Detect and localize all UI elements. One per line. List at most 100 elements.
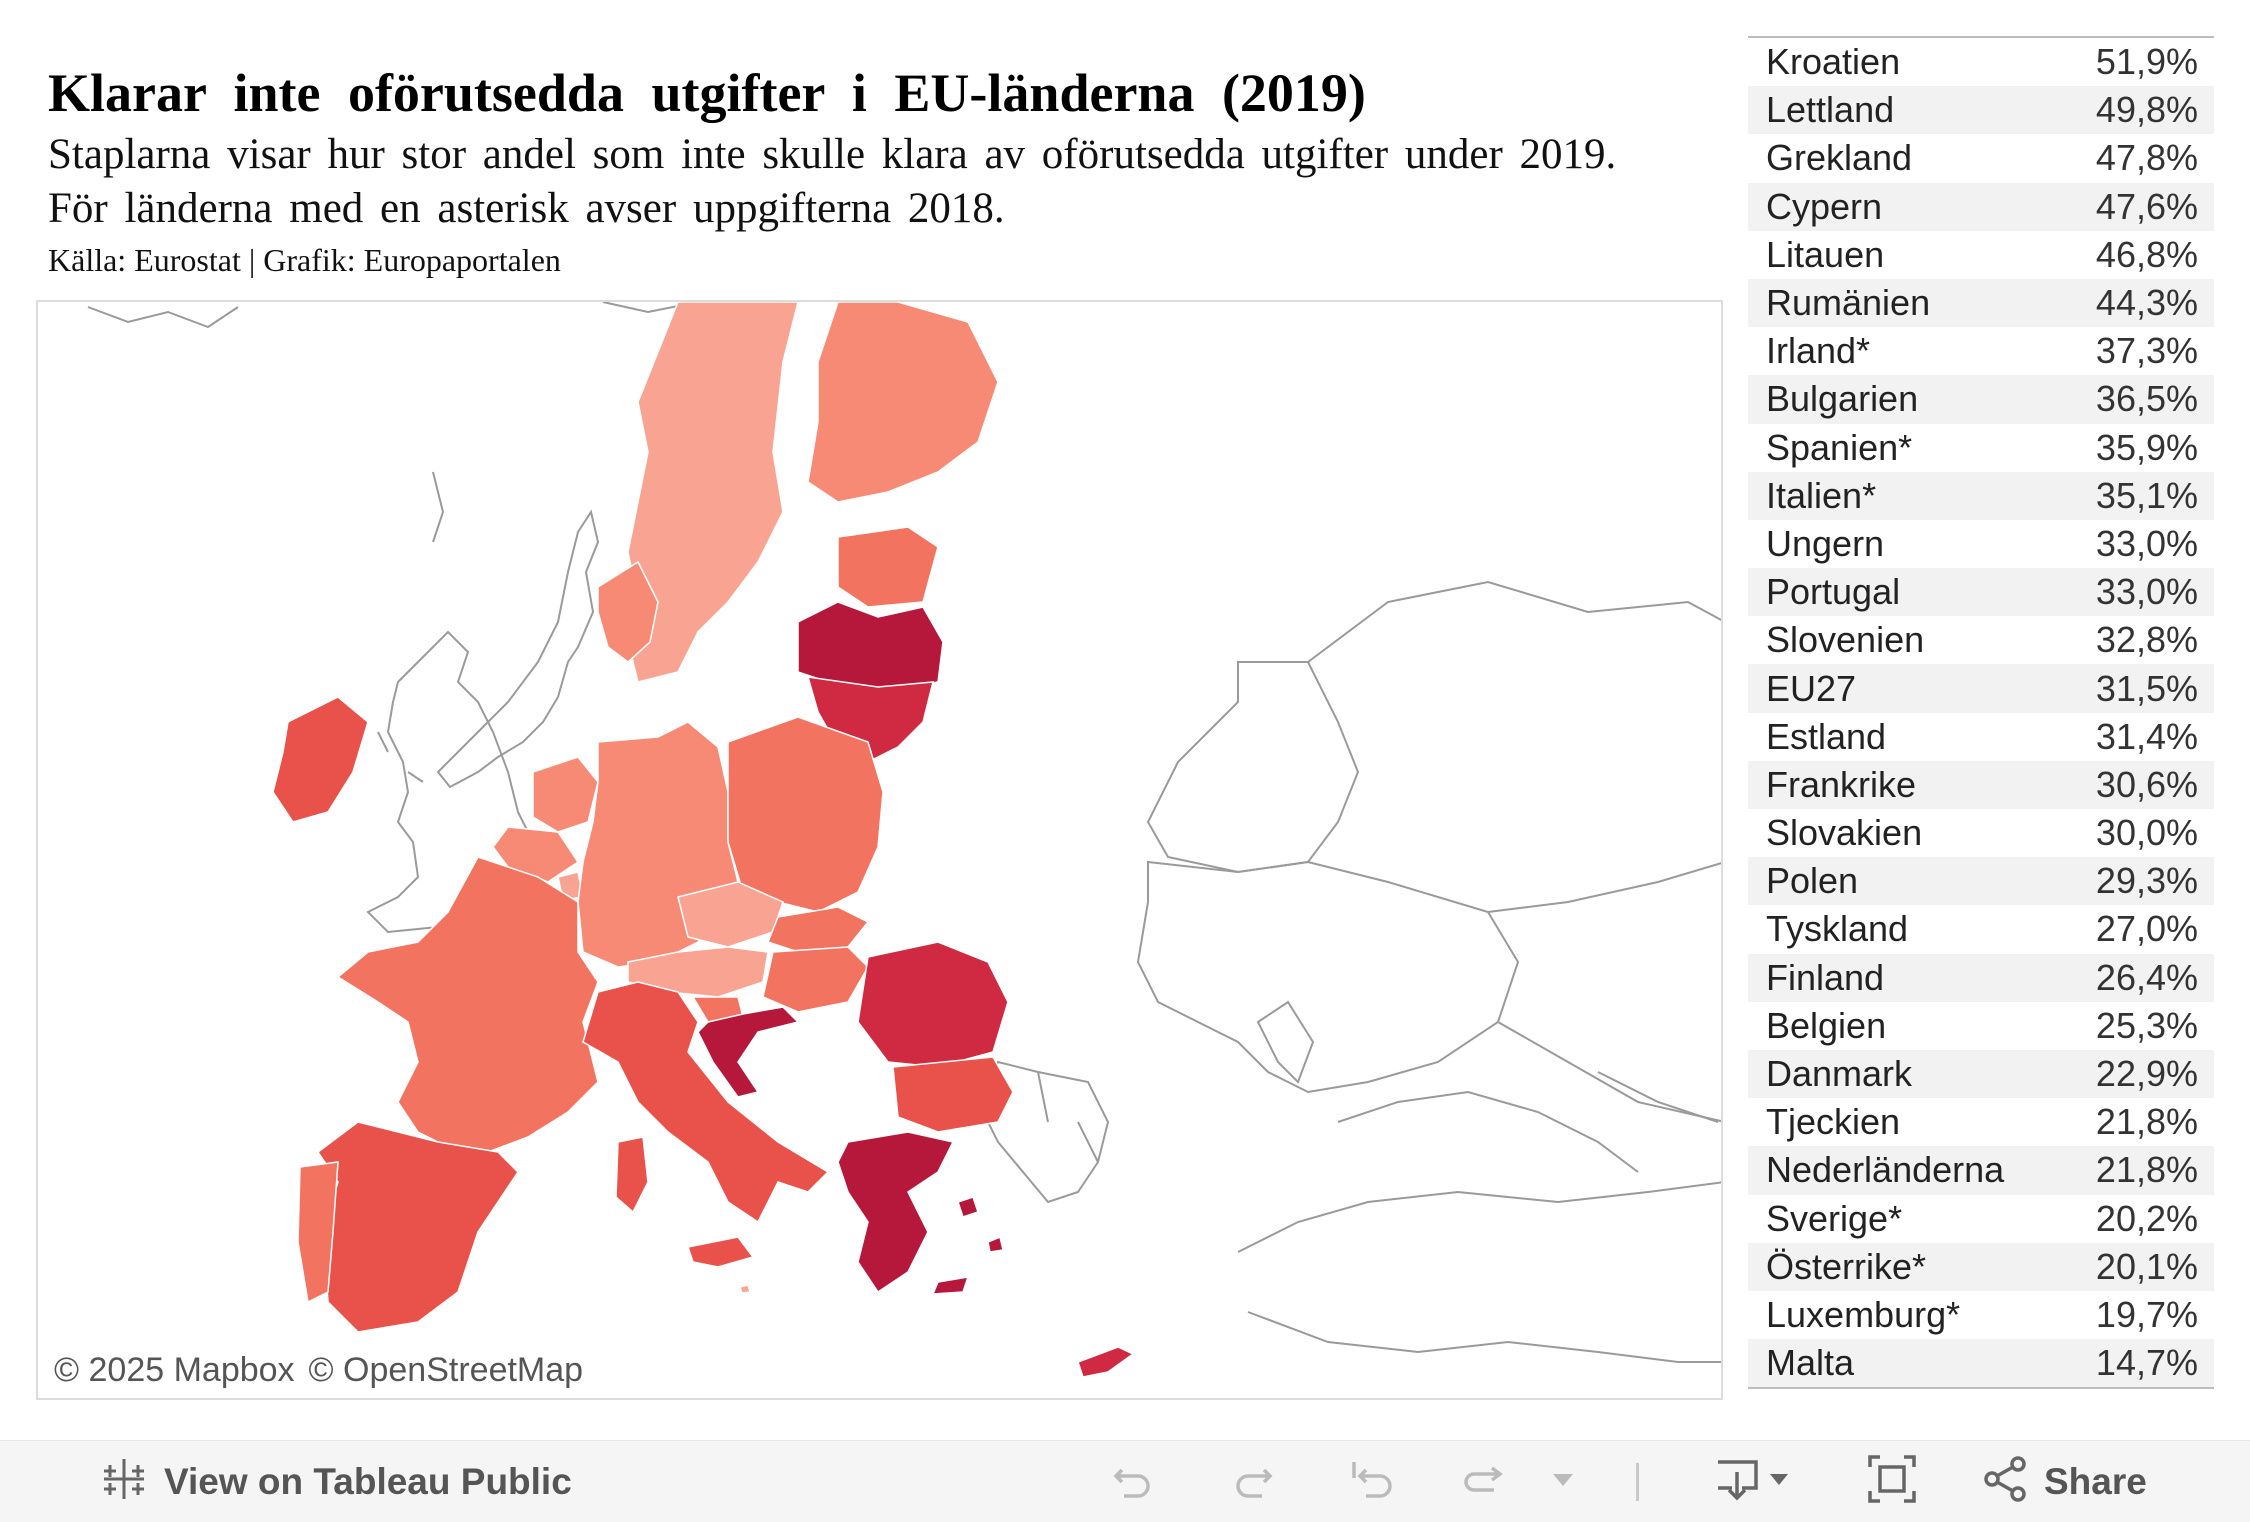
country-name: Österrike*: [1766, 1245, 1927, 1287]
fullscreen-button[interactable]: [1864, 1441, 1920, 1522]
undo-button[interactable]: [1108, 1441, 1158, 1522]
share-label: Share: [2044, 1460, 2147, 1502]
country-value: 19,7%: [2095, 1293, 2198, 1335]
country-name: Sverige*: [1766, 1197, 1903, 1239]
country-irland[interactable]: [272, 696, 369, 823]
table-row[interactable]: Portugal 33,0%: [1748, 568, 2214, 617]
refresh-button[interactable]: [1458, 1441, 1508, 1522]
table-row[interactable]: Malta 14,7%: [1748, 1339, 2214, 1388]
uk-islands-outline: [377, 471, 445, 783]
country-name: Belgien: [1766, 1004, 1887, 1046]
country-bulgarien[interactable]: [892, 1056, 1014, 1133]
country-estland[interactable]: [837, 526, 939, 608]
country-value: 21,8%: [2095, 1101, 2198, 1143]
page-title: Klarar inte oförutsedda utgifter i EU-lä…: [48, 63, 1366, 123]
download-button[interactable]: [1712, 1441, 1792, 1522]
moldova-outline: [1256, 1000, 1315, 1084]
osm-attribution-link[interactable]: © OpenStreetMap: [308, 1351, 584, 1389]
table-row[interactable]: Spanien* 35,9%: [1748, 424, 2214, 472]
table-row[interactable]: Kroatien 51,9%: [1748, 38, 2214, 86]
table-row[interactable]: Slovenien 32,8%: [1748, 616, 2214, 664]
country-value: 27,0%: [2095, 908, 2198, 950]
map-attribution: © 2025 Mapbox © OpenStreetMap: [48, 1349, 604, 1392]
country-danmark[interactable]: [597, 560, 659, 663]
table-row[interactable]: Slovakien 30,0%: [1748, 809, 2214, 857]
country-spanien[interactable]: [316, 1121, 519, 1333]
country-value: 30,6%: [2095, 763, 2198, 805]
country-name: Danmark: [1766, 1053, 1913, 1095]
country-value: 44,3%: [2095, 282, 2198, 324]
country-grekland[interactable]: [837, 1131, 955, 1294]
table-row[interactable]: Ungern 33,0%: [1748, 520, 2214, 568]
country-rumanien[interactable]: [857, 941, 1009, 1068]
table-row[interactable]: Cypern 47,6%: [1748, 182, 2214, 231]
country-name: Estland: [1766, 715, 1887, 757]
country-polen[interactable]: [727, 716, 884, 913]
country-name: Irland*: [1766, 330, 1871, 372]
country-table: Kroatien 51,9% Lettland 49,8% Grekland 47,8% C…: [1748, 36, 2214, 1390]
country-italien[interactable]: [582, 981, 830, 1224]
view-on-tableau-public-link[interactable]: View on Tableau Public: [98, 1441, 572, 1522]
country-malta[interactable]: [739, 1284, 751, 1294]
table-row[interactable]: Tyskland 27,0%: [1748, 905, 2214, 953]
country-value: 47,8%: [2095, 137, 2198, 179]
table-row[interactable]: Tjeckien 21,8%: [1748, 1098, 2214, 1146]
table-row[interactable]: Irland* 37,3%: [1748, 327, 2214, 375]
country-sverige[interactable]: [627, 302, 799, 683]
table-row[interactable]: Luxemburg* 19,7%: [1748, 1291, 2214, 1339]
refresh-options-dropdown[interactable]: [1548, 1441, 1578, 1522]
fullscreen-icon: [1864, 1451, 1920, 1512]
table-row[interactable]: EU27 31,5%: [1748, 664, 2214, 713]
country-name: Nederländerna: [1766, 1149, 2005, 1191]
table-row[interactable]: Frankrike 30,6%: [1748, 760, 2214, 809]
table-row[interactable]: Litauen 46,8%: [1748, 231, 2214, 279]
country-slovakien[interactable]: [767, 906, 870, 953]
caucasus-outline: [1597, 1071, 1719, 1123]
country-name: Malta: [1766, 1342, 1855, 1384]
country-cypern[interactable]: [1077, 1346, 1135, 1378]
table-row[interactable]: Estland 31,4%: [1748, 713, 2214, 761]
subtitle-line-2: För länderna med en asterisk avser uppgi…: [48, 185, 1005, 232]
country-portugal[interactable]: [297, 1161, 339, 1304]
country-italien-sicily: [687, 1236, 755, 1268]
country-kroatien[interactable]: [697, 1006, 800, 1098]
table-row[interactable]: Belgien 25,3%: [1748, 1002, 2214, 1050]
country-value: 21,8%: [2095, 1149, 2198, 1191]
country-belgien[interactable]: [492, 826, 580, 883]
europe-map[interactable]: © 2025 Mapbox © OpenStreetMap: [36, 300, 1723, 1400]
table-row[interactable]: Rumänien 44,3%: [1748, 278, 2214, 328]
mapbox-attribution-link[interactable]: © 2025 Mapbox: [54, 1351, 295, 1389]
country-italien-sardinia: [615, 1136, 649, 1214]
table-row[interactable]: Nederländerna 21,8%: [1748, 1146, 2214, 1195]
country-value: 47,6%: [2095, 185, 2198, 227]
table-row[interactable]: Lettland 49,8%: [1748, 86, 2214, 135]
country-ungern[interactable]: [762, 946, 869, 1013]
country-value: 49,8%: [2095, 89, 2198, 131]
country-name: Spanien*: [1766, 426, 1913, 468]
country-value: 46,8%: [2095, 233, 2198, 275]
country-nederlanderna[interactable]: [532, 756, 599, 833]
table-row[interactable]: Sverige* 20,2%: [1748, 1195, 2214, 1243]
map-canvas[interactable]: [38, 302, 1723, 1400]
country-name: Lettland: [1766, 89, 1895, 131]
table-row[interactable]: Finland 26,4%: [1748, 953, 2214, 1002]
redo-button[interactable]: [1228, 1441, 1278, 1522]
share-button[interactable]: Share: [1980, 1441, 2147, 1522]
table-row[interactable]: Danmark 22,9%: [1748, 1049, 2214, 1099]
country-name: EU27: [1766, 667, 1857, 709]
country-name: Kroatien: [1766, 41, 1901, 83]
country-value: 26,4%: [2095, 956, 2198, 998]
table-row[interactable]: Polen 29,3%: [1748, 857, 2214, 906]
table-row[interactable]: Österrike* 20,1%: [1748, 1242, 2214, 1291]
table-row[interactable]: Bulgarien 36,5%: [1748, 375, 2214, 424]
table-row[interactable]: Grekland 47,8%: [1748, 134, 2214, 182]
table-row[interactable]: Italien* 35,1%: [1748, 471, 2214, 520]
country-name: Tjeckien: [1766, 1101, 1901, 1143]
country-finland[interactable]: [807, 302, 999, 503]
country-frankrike[interactable]: [336, 856, 599, 1153]
revert-button[interactable]: [1348, 1441, 1398, 1522]
country-name: Finland: [1766, 956, 1885, 998]
toolbar-divider: [1636, 1463, 1639, 1501]
share-icon: [1980, 1454, 2030, 1509]
country-value: 33,0%: [2095, 522, 2198, 564]
